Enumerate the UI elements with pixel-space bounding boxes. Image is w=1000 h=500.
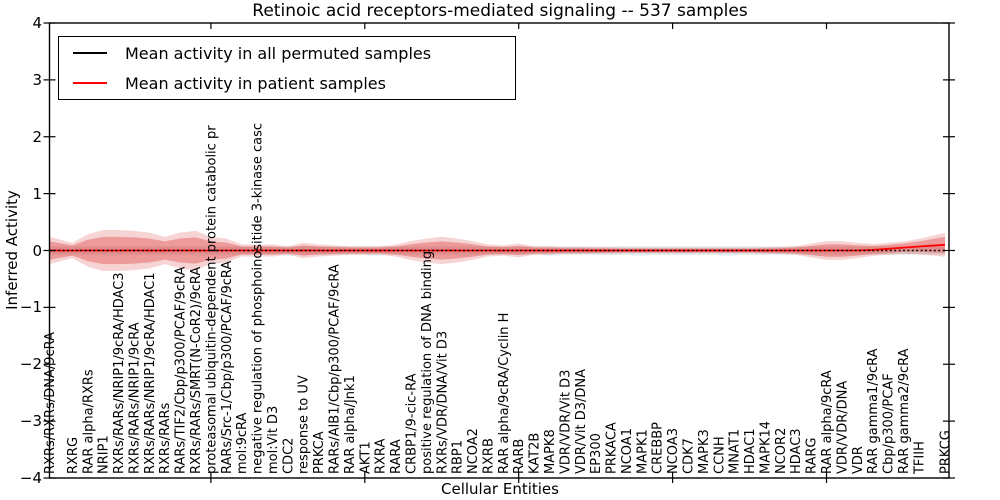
x-tick-label: AKT1 <box>358 441 373 474</box>
x-tick-label: RAR alpha/9cRA <box>820 370 835 474</box>
x-tick-label: RXRs/RARs/NRIP1/9cRA/HDAC3 <box>112 272 127 474</box>
legend-label-patient: Mean activity in patient samples <box>125 73 386 93</box>
x-tick-label: RXRB <box>481 438 496 474</box>
x-tick-label: RAR gamma1/9cRA <box>866 348 881 474</box>
x-tick-label: MNAT1 <box>728 429 743 474</box>
x-tick-label: response to UV <box>297 375 312 474</box>
y-tick-label: 0 <box>32 241 42 260</box>
x-tick-label: RXRs/VDR/DNA/Vit D3 <box>435 331 450 474</box>
legend-item-patient: Mean activity in patient samples <box>59 69 515 97</box>
x-tick-label: HDAC1 <box>743 428 758 474</box>
x-tick-label: PRKCA <box>312 431 327 474</box>
x-tick-label: RXRs/RXRs/DNA/9cRA <box>43 332 58 474</box>
x-tick-label: Cbp/p300/PCAF <box>882 373 897 474</box>
x-tick-label: VDR/VDR/DNA <box>835 381 850 474</box>
x-tick-label: NRIP1 <box>97 435 112 474</box>
x-tick-label: mol:Vit D3 <box>266 406 281 474</box>
x-tick-label: TFIIH <box>912 441 927 475</box>
x-tick-label: MAPK14 <box>758 421 773 474</box>
x-tick-label: EP300 <box>589 433 604 474</box>
x-tick-label: RAR alpha/RXRs <box>81 369 96 474</box>
x-tick-label: VDR/Vit D3/DNA <box>574 369 589 474</box>
y-axis-label: Inferred Activity <box>3 190 21 310</box>
x-tick-label: CREBBP <box>651 422 666 474</box>
x-tick-label: RARs/TIF2/Cbp/p300/PCAF/9cRA <box>174 267 189 474</box>
x-tick-label: RXRs/RARs <box>158 402 173 474</box>
x-tick-label: MAPK8 <box>543 429 558 474</box>
x-tick-label: CDC2 <box>281 438 296 474</box>
x-tick-label: RAR gamma2/9cRA <box>897 348 912 474</box>
x-tick-label: MAPK3 <box>697 429 712 474</box>
x-tick-label: NCOR2 <box>774 428 789 474</box>
x-tick-label: VDR/VDR/Vit D3 <box>558 370 573 474</box>
permuted-line-swatch <box>73 52 107 54</box>
x-tick-label: mol:9cRA <box>235 412 250 474</box>
x-tick-label: RXRA <box>374 439 389 474</box>
x-tick-label: HDAC3 <box>789 428 804 474</box>
x-tick-label: proteasomal ubiquitin-dependent protein … <box>204 125 219 474</box>
x-tick-label: CCNH <box>712 436 727 474</box>
x-tick-label: negative regulation of phosphoinositide … <box>251 123 266 474</box>
x-tick-label: RAR alpha/9cRA/Cyclin H <box>497 313 512 474</box>
x-tick-label: RXRs/RARs/NRIP1/9cRA <box>127 322 142 474</box>
x-tick-label: RAR alpha/Jnk1 <box>343 375 358 474</box>
x-tick-label: RARs/AIB1/Cbp/p300/PCAF/9cRA <box>328 264 343 474</box>
x-axis-label: Cellular Entities <box>441 480 559 498</box>
x-tick-label: MAPK1 <box>635 429 650 474</box>
patient-line-swatch <box>73 82 107 84</box>
y-tick-label: −2 <box>19 355 42 374</box>
y-tick-label: 2 <box>32 127 42 146</box>
x-tick-label: positive regulation of DNA binding <box>420 251 435 474</box>
y-tick-label: 3 <box>32 70 42 89</box>
x-tick-label: KAT2B <box>528 433 543 474</box>
x-tick-label: CDK7 <box>681 438 696 474</box>
x-tick-label: NCOA2 <box>466 428 481 474</box>
x-tick-label: RARG <box>805 437 820 474</box>
x-tick-label: RXRs/RARs/NRIP1/9cRA/HDAC1 <box>143 272 158 474</box>
x-tick-label: PRKACA <box>605 422 620 474</box>
x-tick-label: RARB <box>512 439 527 474</box>
y-tick-label: 1 <box>32 184 42 203</box>
y-tick-label: 4 <box>32 14 42 32</box>
x-tick-label: RBP1 <box>451 440 466 474</box>
x-tick-label: NCOA3 <box>666 428 681 474</box>
y-tick-label: −3 <box>19 412 42 431</box>
x-tick-label: RARA <box>389 439 404 474</box>
legend-label-permuted: Mean activity in all permuted samples <box>125 43 432 63</box>
x-tick-label: CRBP1/9-cic-RA <box>404 373 419 474</box>
x-tick-label: RARs/Src-1/Cbp/p300/PCAF/9cRA <box>220 261 235 474</box>
x-tick-label: RXRG <box>66 437 81 474</box>
y-tick-label: −1 <box>19 298 42 317</box>
legend-item-permuted: Mean activity in all permuted samples <box>59 39 515 67</box>
y-tick-label: −4 <box>19 469 42 487</box>
chart-title: Retinoic acid receptors-mediated signali… <box>252 1 748 21</box>
x-tick-label: VDR <box>851 446 866 474</box>
x-tick-label: RXRs/RARs/SMRT(N-CoR2)/9cRA <box>189 267 204 474</box>
legend: Mean activity in all permuted samples Me… <box>58 36 516 100</box>
x-tick-label: NCOA1 <box>620 428 635 474</box>
x-tick-label: PRKCG <box>939 430 954 474</box>
